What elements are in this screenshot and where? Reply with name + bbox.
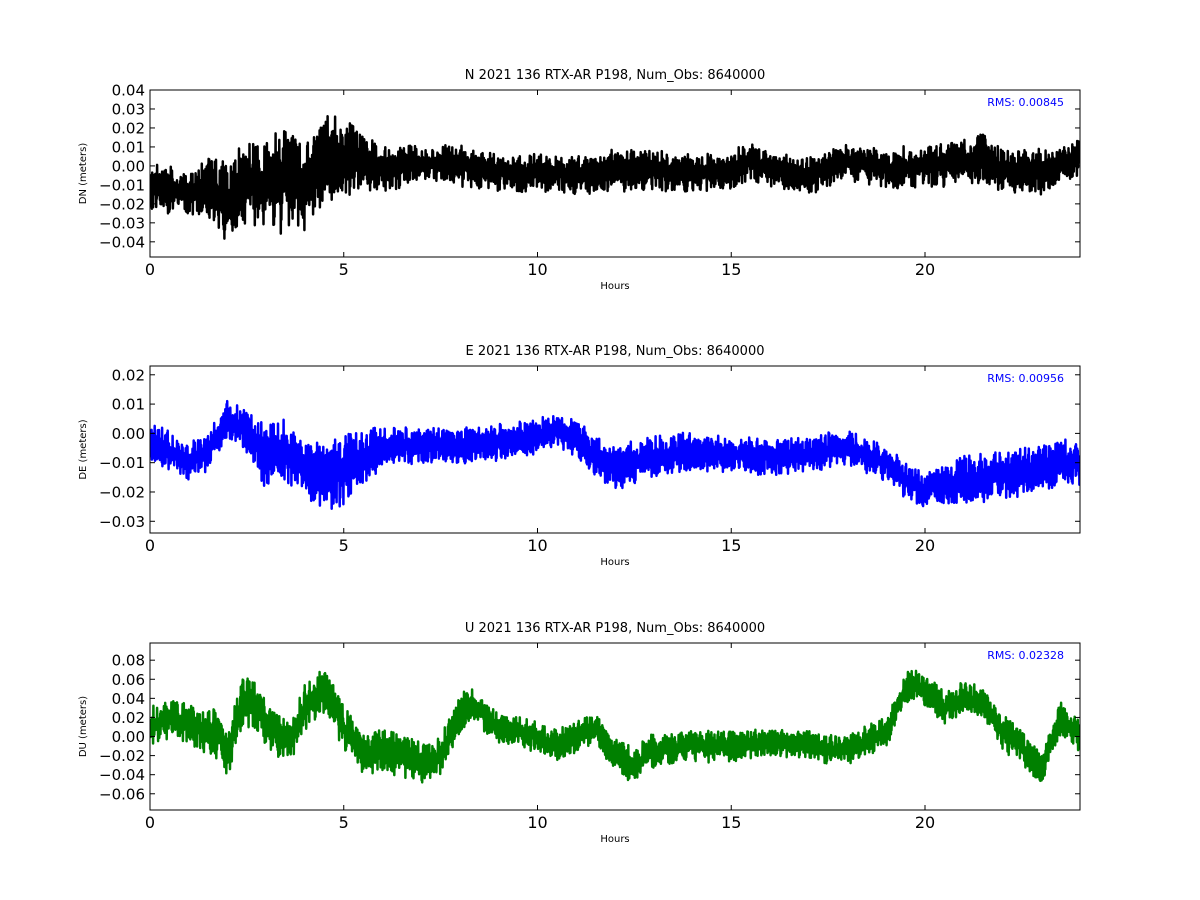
north-panel: 0 5 10 15 20 −0.04−0.03−0.02−0.010.000.010.02… (78, 68, 1081, 292)
east-xtick-label: 15 (721, 536, 741, 555)
north-ytick-label: −0.02 (99, 195, 145, 213)
east-xtick-label: 5 (339, 536, 349, 555)
up-xtick-label: 0 (145, 813, 155, 832)
up-xtick-label: 10 (527, 813, 547, 832)
east-chart-title: E 2021 136 RTX-AR P198, Num_Obs: 8640000 (466, 344, 765, 359)
east-ytick-label: 0.02 (112, 366, 145, 384)
up-rms-annotation: RMS: 0.02328 (987, 649, 1064, 662)
north-ytick-label: 0.01 (112, 138, 145, 156)
north-ytick-label: −0.04 (99, 233, 145, 251)
east-series-line (150, 399, 1080, 510)
north-xtick-label: 20 (915, 260, 935, 279)
north-rms-annotation: RMS: 0.00845 (987, 96, 1064, 109)
up-y-axis-label: DU (meters) (78, 696, 89, 757)
north-xtick-label: 0 (145, 260, 155, 279)
north-x-axis-label: Hours (600, 281, 629, 292)
up-ytick-label: 0.04 (112, 690, 145, 708)
north-y-axis-label: DN (meters) (78, 143, 89, 205)
east-axes-frame (149, 365, 1081, 534)
up-x-axis-label: Hours (600, 834, 629, 845)
up-panel: 0 5 10 15 20 −0.06−0.04−0.020.000.020.040.060… (78, 621, 1081, 845)
north-xtick-label: 10 (527, 260, 547, 279)
north-ytick-label: 0.03 (112, 100, 145, 118)
north-ytick-label: 0.02 (112, 119, 145, 137)
east-xtick-label: 10 (527, 536, 547, 555)
north-series-line (150, 115, 1080, 240)
east-panel: 0 5 10 15 20 −0.03 −0.02 −0.01 0.00 0.01 0.02 E 202… (78, 344, 1081, 568)
east-x-axis-label: Hours (600, 557, 629, 568)
up-ytick-label: 0.06 (112, 671, 145, 689)
up-xtick-label: 5 (339, 813, 349, 832)
north-ytick-label: 0.04 (112, 82, 145, 100)
east-xtick-label: 0 (145, 536, 155, 555)
east-ytick-label: −0.02 (99, 483, 145, 501)
east-ytick-label: 0.00 (112, 425, 145, 443)
north-ytick-label: −0.03 (99, 214, 145, 232)
north-ytick-label: −0.01 (99, 176, 145, 194)
east-xtick-label: 20 (915, 536, 935, 555)
east-y-axis-label: DE (meters) (78, 419, 89, 479)
up-xtick-label: 20 (915, 813, 935, 832)
east-ytick-label: −0.01 (99, 454, 145, 472)
up-xtick-label: 15 (721, 813, 741, 832)
up-axes-frame (149, 642, 1081, 811)
up-ytick-label: 0.08 (112, 652, 145, 670)
north-xtick-label: 15 (721, 260, 741, 279)
east-ytick-label: −0.03 (99, 513, 145, 531)
north-ytick-label: 0.00 (112, 157, 145, 175)
up-chart-title: U 2021 136 RTX-AR P198, Num_Obs: 8640000 (465, 621, 765, 636)
north-chart-title: N 2021 136 RTX-AR P198, Num_Obs: 8640000 (465, 68, 765, 83)
up-ytick-label: −0.04 (99, 766, 145, 784)
up-ytick-label: 0.02 (112, 709, 145, 727)
up-ytick-label: −0.06 (99, 785, 145, 803)
north-xtick-label: 5 (339, 260, 349, 279)
north-axes-frame (149, 89, 1081, 258)
up-series-line (150, 669, 1080, 784)
up-ytick-label: −0.02 (99, 747, 145, 765)
east-ytick-label: 0.01 (112, 396, 145, 414)
east-rms-annotation: RMS: 0.00956 (987, 372, 1064, 385)
up-ytick-label: 0.00 (112, 728, 145, 746)
